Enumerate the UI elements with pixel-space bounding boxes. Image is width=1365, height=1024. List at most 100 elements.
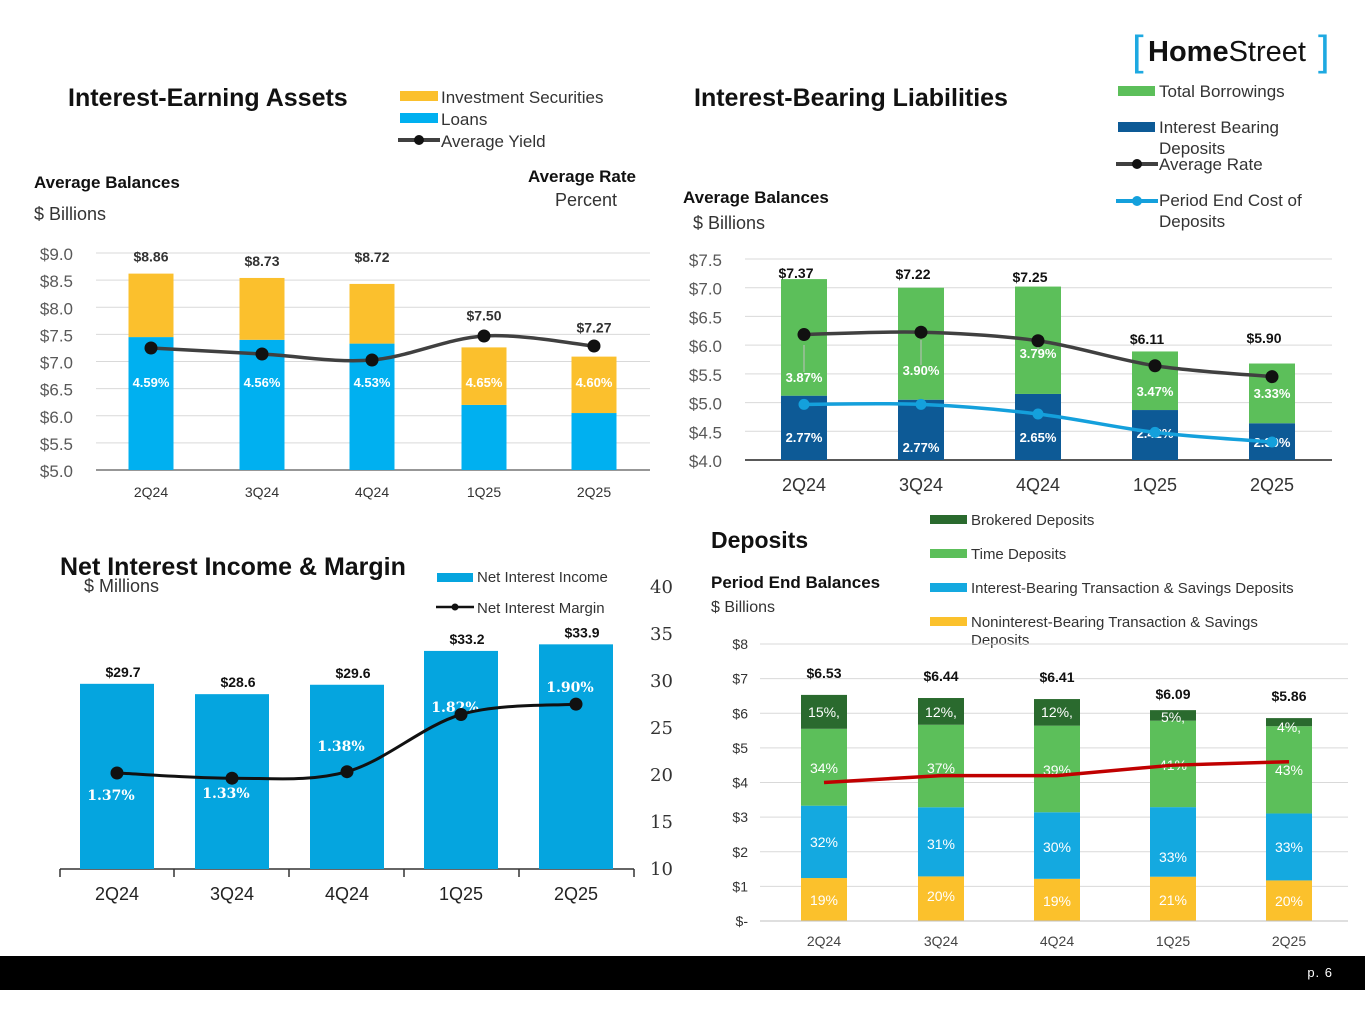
liabilities-cost-marker	[1149, 426, 1161, 438]
liabilities-avg-rate-label: 3.79%	[1020, 346, 1057, 361]
deposits-x-tick: 4Q24	[1040, 933, 1074, 949]
deposits-time-label: 37%	[927, 760, 955, 776]
deposits-ib-trans-label: 33%	[1275, 839, 1303, 855]
assets-left-axis-title: Average Balances	[34, 173, 180, 192]
liabilities-legend-marker-avg-rate	[1132, 159, 1142, 169]
assets-title: Interest-Earning Assets	[68, 84, 348, 112]
deposits-y-tick: $7	[732, 671, 748, 687]
assets-total-label: $7.50	[466, 307, 501, 323]
deposits-legend-nonint-line1: Noninterest-Bearing Transaction & Saving…	[971, 614, 1258, 631]
liabilities-legend-avg-rate: Average Rate	[1159, 155, 1263, 174]
assets-bar-securities	[128, 273, 174, 338]
nii-y-tick: 30	[650, 671, 673, 692]
nii-margin-label: 1.33%	[202, 786, 249, 802]
deposits-total-label: $6.53	[806, 665, 841, 681]
deposits-x-tick: 3Q24	[924, 933, 958, 949]
liabilities-avg-rate-label: 3.33%	[1254, 386, 1291, 401]
nii-margin-label: 1.37%	[87, 788, 134, 804]
deposits-nonint-label: 21%	[1159, 892, 1187, 908]
liabilities-avg-rate-label: 3.47%	[1137, 384, 1174, 399]
deposits-legend-swatch-brokered	[930, 515, 967, 524]
liabilities-y-tick: $6.0	[689, 337, 722, 356]
deposits-bar-ib-trans	[801, 805, 847, 879]
liabilities-avg-rate-marker	[1031, 334, 1045, 348]
assets-yield-label: 4.56%	[244, 375, 281, 390]
liabilities-legend-cost-line2: Deposits	[1159, 212, 1225, 231]
liabilities-avg-rate-label: 3.87%	[786, 370, 823, 385]
deposits-legend-brokered: Brokered Deposits	[971, 512, 1094, 529]
liabilities-y-tick: $5.0	[689, 395, 722, 414]
assets-legend-loans: Loans	[441, 110, 487, 129]
assets-bar-securities	[461, 347, 507, 405]
liabilities-legend-deposits-line2: Deposits	[1159, 139, 1225, 158]
assets-x-tick: 3Q24	[245, 484, 279, 500]
liabilities-legend-swatch-deposits	[1118, 122, 1155, 132]
assets-yield-label: 4.53%	[354, 375, 391, 390]
assets-legend-securities: Investment Securities	[441, 88, 604, 107]
assets-total-label: $8.73	[244, 253, 279, 269]
deposits-legend-swatch-time	[930, 549, 967, 558]
deposits-total-label: $6.09	[1155, 686, 1190, 702]
deposits-bar-brokered	[1034, 699, 1080, 726]
assets-total-label: $8.86	[133, 249, 168, 265]
nii-value-label: $29.6	[335, 665, 370, 681]
liabilities-cost-label: 2.77%	[786, 430, 823, 445]
nii-y-tick: 20	[650, 765, 673, 786]
deposits-brokered-label: 15%,	[808, 704, 840, 720]
deposits-bar-brokered	[801, 694, 847, 729]
nii-y-tick: 10	[650, 859, 673, 880]
assets-y-tick: $6.0	[40, 408, 73, 427]
logo-wordmark: HomeStreet	[1148, 36, 1306, 68]
deposits-bar-nonint	[1034, 878, 1080, 921]
nii-y-tick: 25	[650, 718, 673, 739]
assets-left-axis-unit: $ Billions	[34, 204, 106, 224]
deposits-bar-brokered	[1150, 710, 1196, 721]
assets-bar-loans	[571, 413, 617, 470]
deposits-subtitle: Period End Balances	[711, 573, 880, 592]
assets-x-tick: 2Q25	[577, 484, 611, 500]
deposits-y-tick: $2	[732, 844, 748, 860]
liabilities-cost-marker	[1266, 436, 1278, 448]
deposits-title: Deposits	[711, 527, 808, 553]
deposits-y-tick: $4	[732, 775, 748, 791]
liabilities-x-tick: 1Q25	[1133, 475, 1177, 495]
deposits-legend-ib-trans: Interest-Bearing Transaction & Savings D…	[971, 580, 1294, 597]
liabilities-legend-cost-line1: Period End Cost of	[1159, 191, 1302, 210]
assets-total-label: $7.27	[576, 320, 611, 336]
nii-y-tick: 35	[650, 624, 673, 645]
deposits-total-label: $5.86	[1271, 688, 1306, 704]
nii-margin-marker	[110, 766, 124, 780]
nii-value-label: $29.7	[105, 664, 140, 680]
assets-right-axis-unit: Percent	[555, 190, 617, 210]
liabilities-cost-label: 2.77%	[903, 440, 940, 455]
nii-y-tick: 15	[650, 812, 673, 833]
liabilities-total-label: $7.25	[1012, 269, 1047, 285]
deposits-ib-trans-label: 32%	[810, 834, 838, 850]
deposits-bar-nonint	[918, 876, 964, 921]
nii-margin-marker	[340, 765, 354, 779]
liabilities-y-tick: $4.5	[689, 423, 722, 442]
deposits-y-tick: $6	[732, 705, 748, 721]
liabilities-cost-marker	[1032, 408, 1044, 420]
deposits-y-tick: $5	[732, 740, 748, 756]
deposits-bar-time	[1034, 725, 1080, 813]
page-number: p. 6	[1307, 965, 1333, 980]
liabilities-avg-rate-marker	[1148, 359, 1162, 373]
deposits-nonint-label: 19%	[1043, 893, 1071, 909]
deposits-nonint-label: 20%	[927, 888, 955, 904]
deposits-ib-trans-label: 31%	[927, 836, 955, 852]
assets-total-label: $8.72	[354, 249, 389, 265]
deposits-bar-nonint	[801, 878, 847, 921]
deposits-legend-time: Time Deposits	[971, 546, 1066, 563]
deposits-nonint-label: 19%	[810, 892, 838, 908]
nii-margin-marker	[225, 771, 239, 785]
nii-legend-margin: Net Interest Margin	[477, 600, 605, 617]
deposits-bar-time	[801, 728, 847, 806]
deposits-total-label: $6.41	[1039, 669, 1074, 685]
assets-yield-marker	[587, 339, 601, 353]
assets-yield-marker	[144, 341, 158, 355]
nii-value-label: $28.6	[220, 674, 255, 690]
liabilities-cost-marker	[915, 398, 927, 410]
liabilities-avg-rate-marker	[914, 325, 928, 339]
nii-x-tick: 4Q24	[325, 884, 369, 904]
